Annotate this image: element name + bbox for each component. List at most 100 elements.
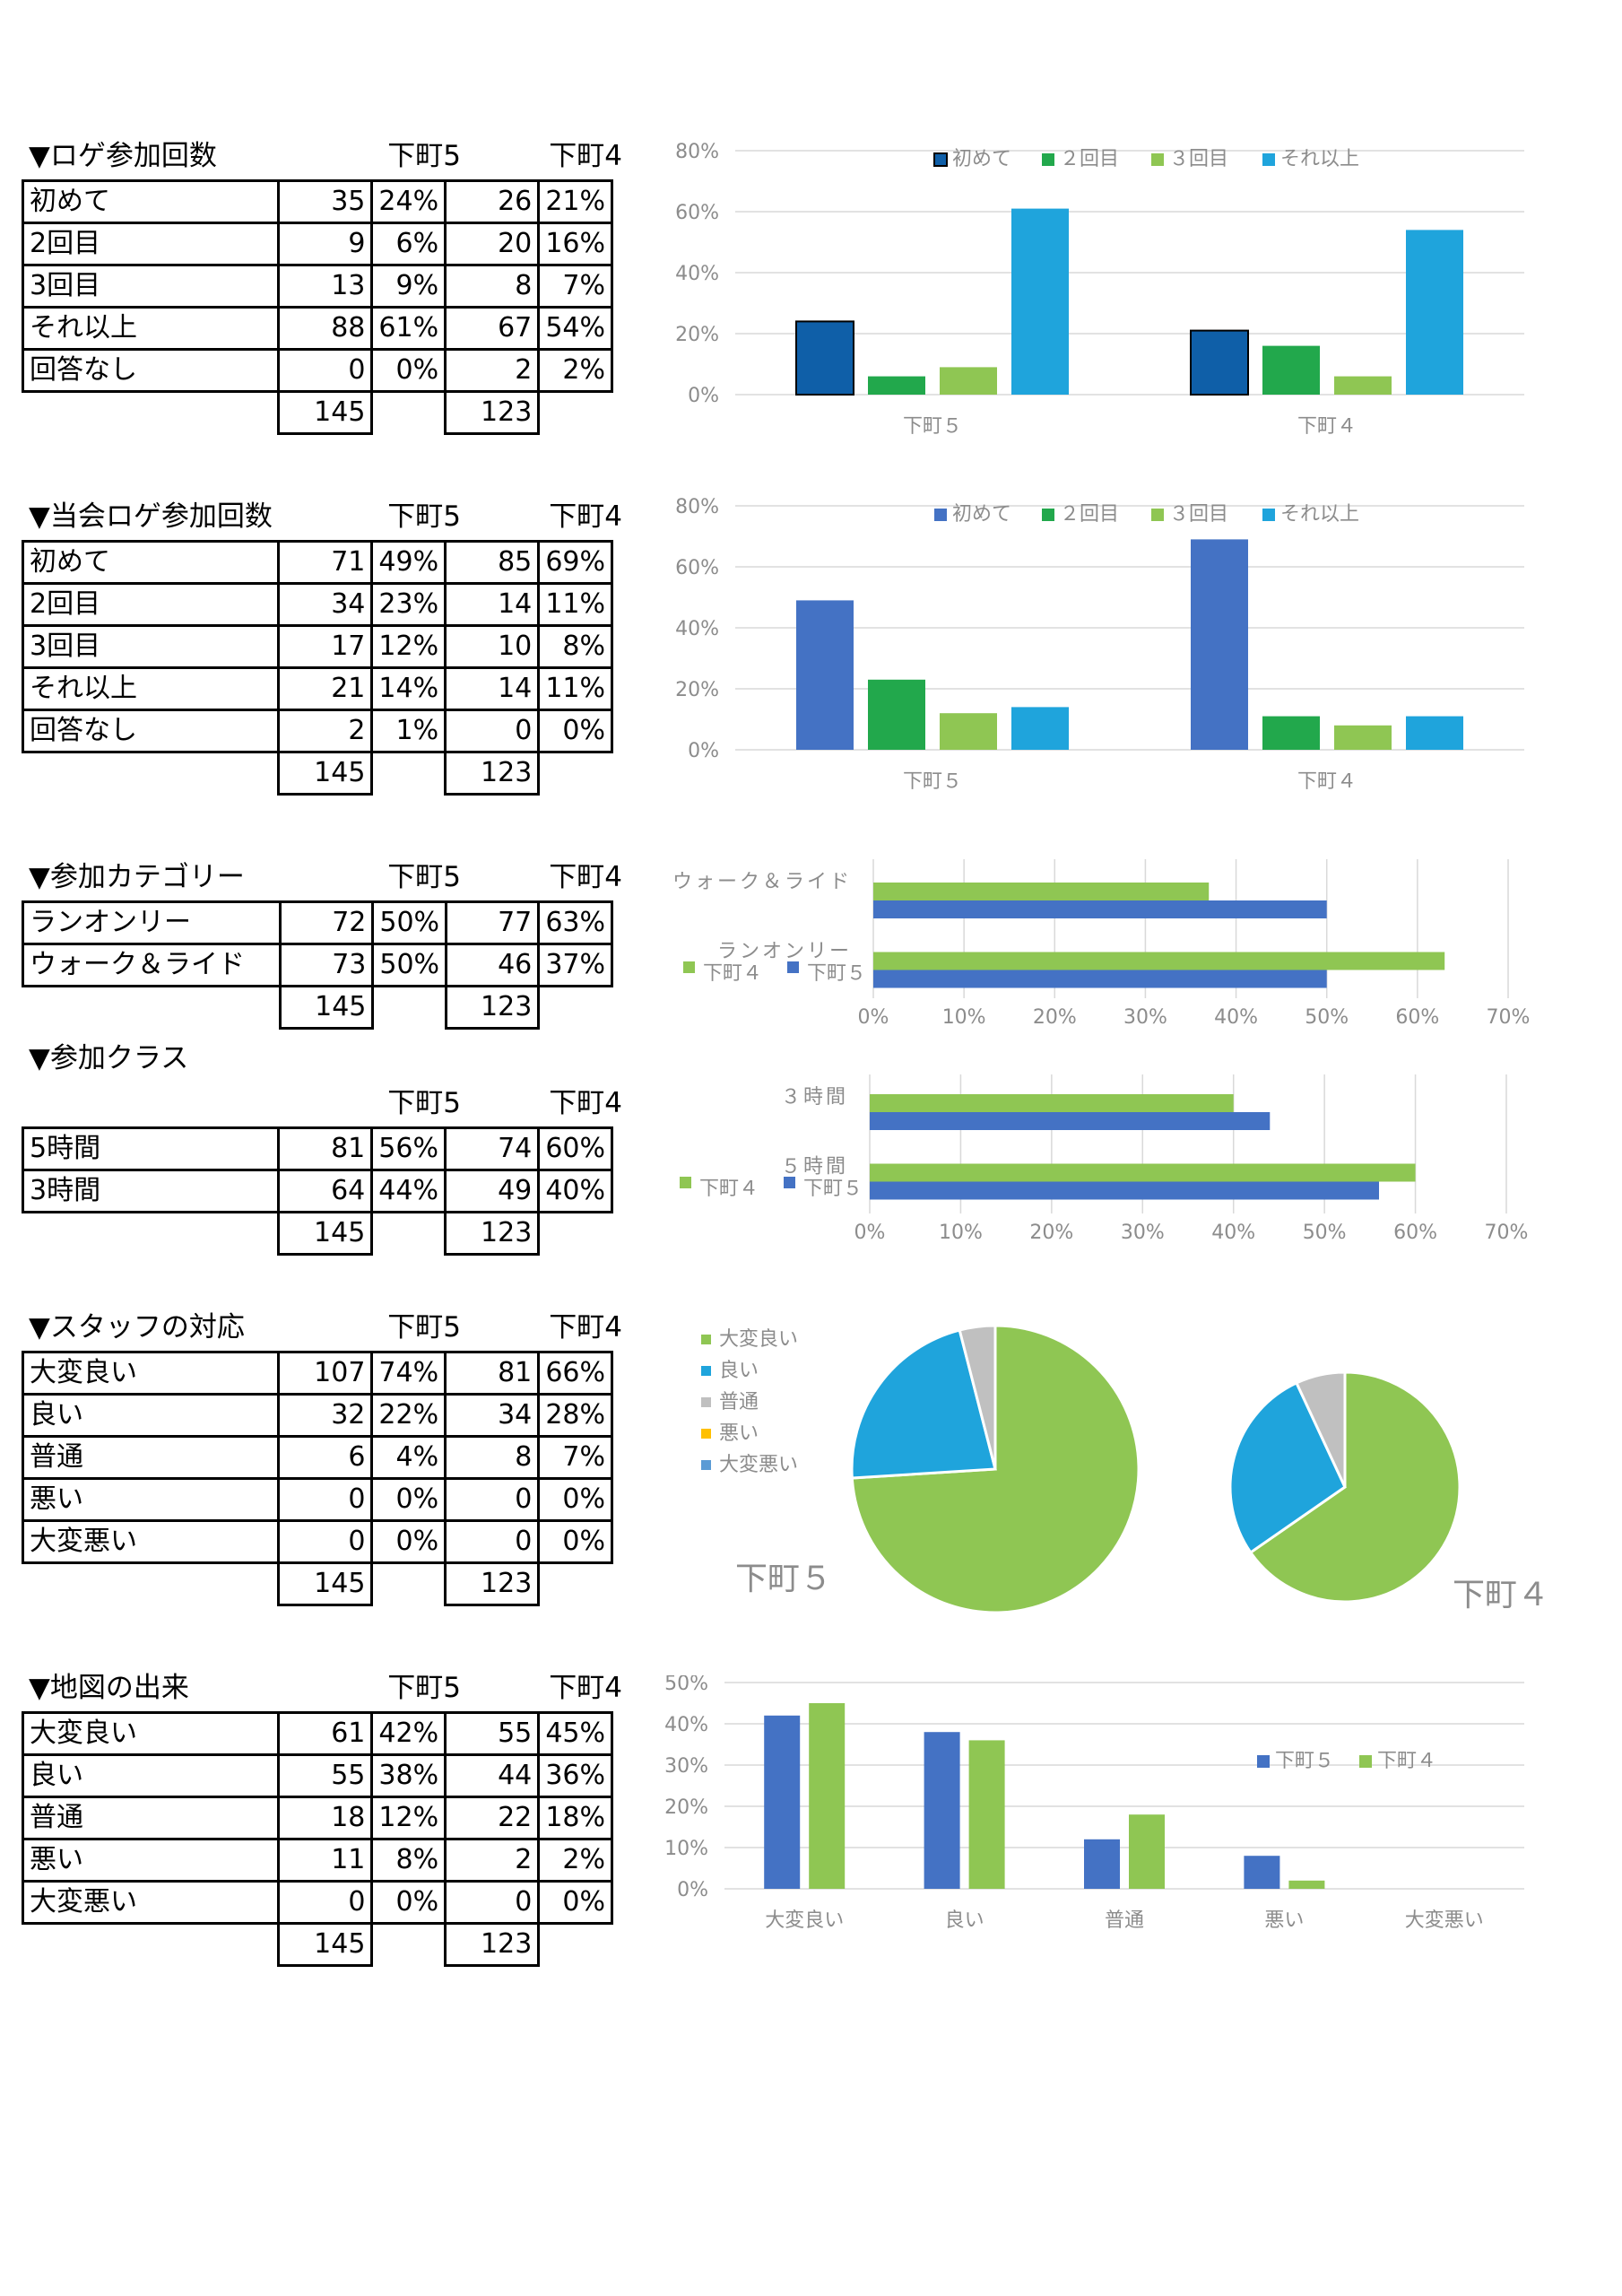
bar [940,713,997,750]
count-b: 44 [444,1753,541,1798]
bar [809,1703,846,1889]
legend-swatch [1262,509,1275,521]
blank-cell [23,392,279,434]
count-a: 21 [277,666,374,711]
table-row: 初めて 71 49% 85 69% [21,540,613,585]
percent-b: 40% [537,1169,613,1213]
count-a: 34 [277,582,374,627]
count-a: 11 [277,1838,374,1883]
x-category-label: 普通 [1105,1909,1144,1932]
row-label: 良い [21,1753,281,1798]
percent-b: 0% [537,1880,613,1925]
bar [764,1715,801,1889]
section-title: ▼参加クラス [29,1042,189,1074]
count-b: 14 [444,666,541,711]
row-label: 大変良い [21,1711,281,1756]
percent-a: 0% [370,348,447,393]
section-our-logaine-count: ▼当会ロゲ参加回数 下町5 下町4 初めて 71 49% 85 69% 2回目 34 23% 1… [21,499,622,813]
legend-swatch [680,1177,691,1188]
percent-a: 4% [370,1435,447,1480]
y-tick-label: 80% [675,496,719,518]
legend-label: それ以上 [1280,503,1359,526]
count-a: 32 [277,1393,374,1438]
bar [796,600,854,750]
y-category-label: ウォーク＆ライド [672,871,852,893]
y-tick-label: 40% [664,1714,708,1736]
y-tick-label: 20% [675,679,719,701]
table-row: 大変良い 61 42% 55 45% [21,1711,613,1756]
bar [1406,230,1463,395]
pie-slice [1248,1370,1462,1604]
table-row: 悪い 11 8% 2 2% [21,1838,613,1883]
table-row: 3回目 17 12% 10 8% [21,624,613,669]
x-tick-label: 10% [939,1222,983,1244]
blank-cell [23,1213,279,1255]
pie-slice [1228,1380,1347,1555]
legend-swatch [933,152,948,167]
row-label: 良い [21,1393,281,1438]
percent-b: 7% [537,1435,613,1480]
x-category-label: 良い [945,1909,984,1932]
count-b: 10 [444,624,541,669]
column-header-a: 下町5 [387,500,461,533]
table-row: それ以上 88 61% 67 54% [21,306,613,351]
count-a: 72 [279,900,375,945]
percent-a: 23% [370,582,447,627]
bar [873,900,1327,918]
pie-slice [1295,1370,1347,1488]
bar [795,320,854,396]
percent-b: 0% [537,1519,613,1564]
row-label: 3回目 [21,624,281,669]
x-tick-label: 30% [1121,1222,1165,1244]
table-row: 普通 18 12% 22 18% [21,1796,613,1840]
count-a: 9 [277,222,374,266]
bar [1084,1839,1120,1889]
blank-cell [372,1924,446,1966]
column-header-a: 下町5 [387,861,461,893]
table-row: 2回目 34 23% 14 11% [21,582,613,627]
percent-b: 11% [537,582,613,627]
percent-b: 21% [537,179,613,224]
row-label: 悪い [21,1838,281,1883]
bar [868,679,925,750]
count-b: 0 [444,1519,541,1564]
bar [1244,1856,1280,1889]
count-b: 34 [444,1393,541,1438]
pie-slice [850,1328,997,1480]
percent-a: 12% [370,624,447,669]
total-b: 123 [443,1211,541,1256]
count-b: 55 [444,1711,541,1756]
pie-title: 下町４ [1453,1577,1549,1613]
row-label: ウォーク＆ライド [21,943,282,987]
table-row: 大変悪い 0 0% 0 0% [21,1880,613,1925]
column-header-a: 下町5 [387,1087,461,1119]
count-a: 2 [277,709,374,753]
y-tick-label: 60% [675,202,719,224]
total-b: 123 [444,1922,541,1967]
table-row: 悪い 0 0% 0 0% [21,1477,613,1522]
legend-label: 良い [719,1360,759,1382]
legend-swatch [683,961,695,973]
legend-swatch [784,1177,795,1188]
row-label: 大変悪い [21,1880,281,1925]
section-title: ▼ロゲ参加回数 [29,140,217,172]
count-b: 74 [443,1126,541,1171]
section-class: ▼参加クラス 下町5 下町4 5時間 81 56% 74 60% 3時間 64 44% 49 40… [22,1040,622,1265]
row-label: 回答なし [21,709,281,753]
count-a: 55 [277,1753,374,1798]
count-a: 0 [277,1477,374,1522]
count-b: 22 [444,1796,541,1840]
section-title: ▼地図の出来 [29,1672,189,1704]
total-a: 145 [279,985,375,1030]
table-row: 初めて 35 24% 26 21% [21,179,613,224]
count-a: 0 [277,1880,374,1925]
legend-label: ２回目 [1060,503,1119,526]
legend-swatch [701,1335,711,1344]
column-header-a: 下町5 [387,140,461,172]
percent-b: 16% [537,222,613,266]
x-tick-label: 50% [1303,1222,1347,1244]
count-b: 14 [444,582,541,627]
x-tick-label: 70% [1485,1222,1529,1244]
bar [870,1163,1416,1182]
total-a: 145 [277,1922,374,1967]
